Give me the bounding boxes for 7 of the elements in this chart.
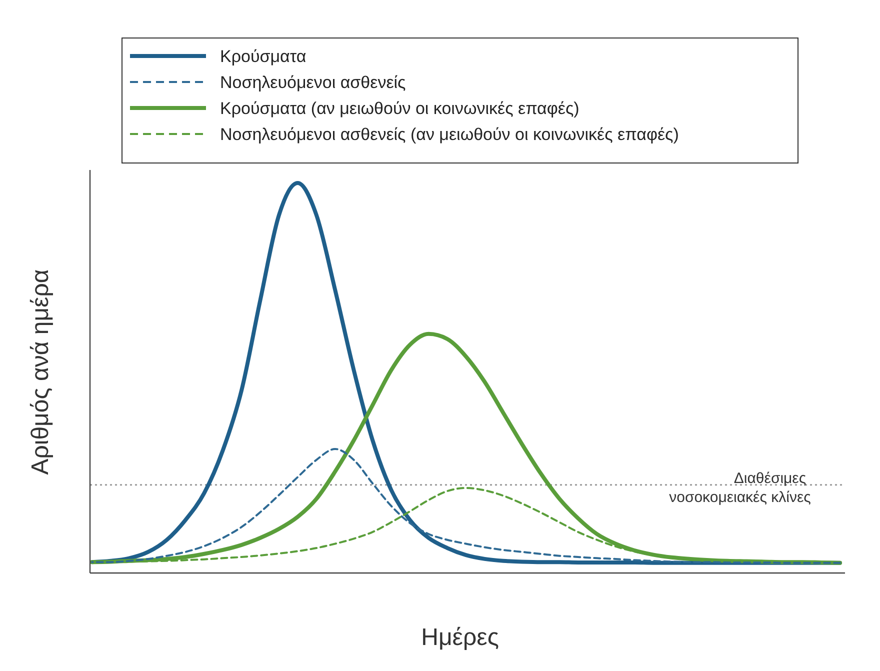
legend-label: Κρούσματα (αν μειωθούν οι κοινωνικές επαφές) — [220, 99, 580, 118]
ref-line-label: Διαθέσιμες νοσοκομειακές κλίνες — [669, 470, 811, 506]
legend-label: Κρούσματα — [220, 47, 306, 66]
y-axis-title: Αριθμός ανά ημέρα — [27, 269, 54, 475]
x-axis-title: Ημέρες — [421, 624, 499, 651]
legend-label: Νοσηλευόμενοι ασθενείς (αν μειωθούν οι κοινωνικές επαφές) — [220, 125, 679, 144]
legend-label: Νοσηλευόμενοι ασθενείς — [220, 73, 406, 92]
